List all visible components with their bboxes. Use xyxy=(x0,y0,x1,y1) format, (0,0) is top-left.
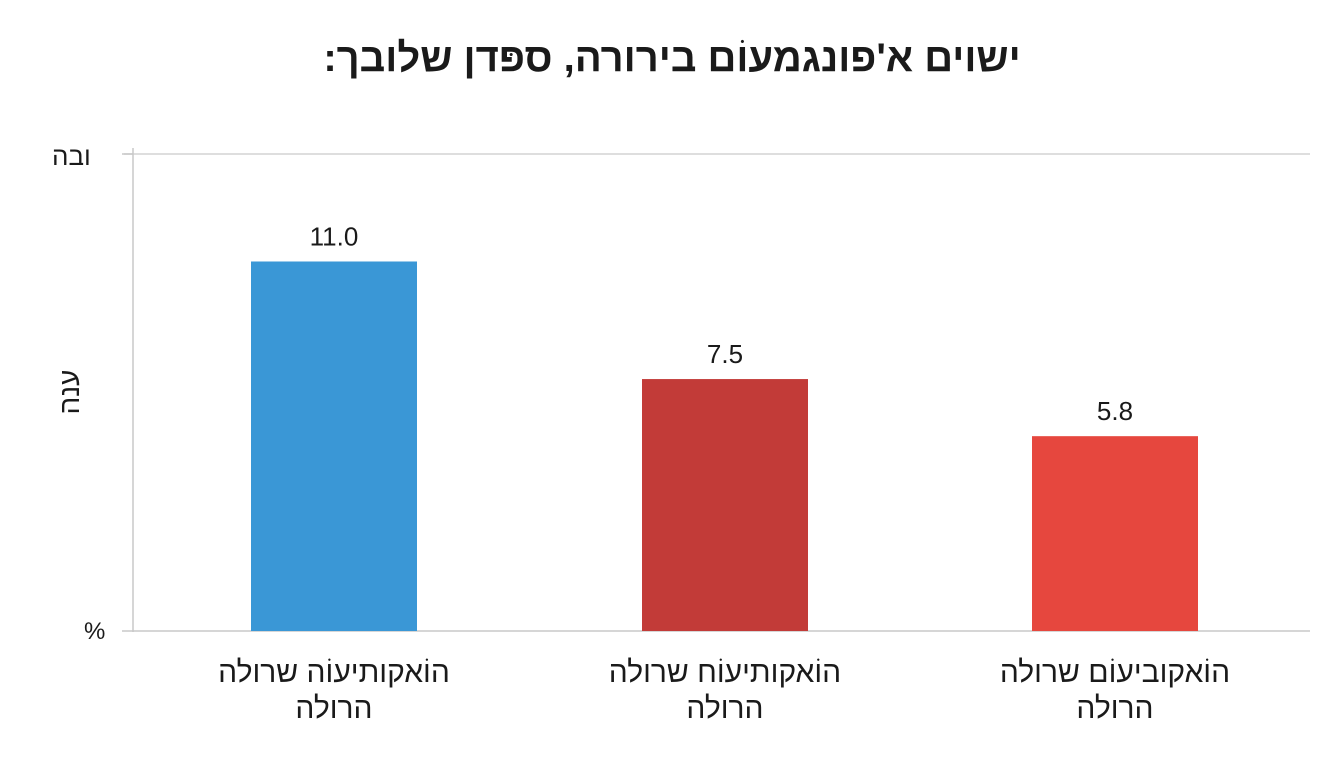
bar-value-label-2: 7.5 xyxy=(707,339,743,369)
chart-title: ישוים א'פונגמעוֹם בירורה, ספּדן שלובך: xyxy=(323,36,1021,80)
bars-group xyxy=(251,261,1198,631)
bar-value-label-1: 11.0 xyxy=(310,221,359,251)
bar-3 xyxy=(1032,436,1198,631)
value-labels-group: 11.0 7.5 5.8 xyxy=(310,221,1133,426)
y-axis-bottom-label: % xyxy=(84,618,106,645)
x-axis-label-line: הוֹאקותיעוֹח שרולה xyxy=(608,656,842,689)
x-axis-label-2: הוֹאקותיעוֹח שרולה הרולה xyxy=(565,655,885,727)
x-axis-label-line: הוֹאקותיעוֹה שרולה xyxy=(218,656,450,689)
x-axis-label-line: הרולה xyxy=(686,692,764,725)
x-axis-label-line: הרולה xyxy=(295,692,373,725)
x-axis-label-line: הרולה xyxy=(1076,692,1154,725)
bar-value-label-3: 5.8 xyxy=(1097,396,1133,426)
x-axis-label-line: הוֹאקוביעוֹם שרולה xyxy=(999,656,1231,689)
x-axis-label-3: הוֹאקוביעוֹם שרולה הרולה xyxy=(955,655,1275,727)
x-axis-label-1: הוֹאקותיעוֹה שרולה הרולה xyxy=(174,655,494,727)
bar-1 xyxy=(251,261,417,631)
bar-2 xyxy=(642,379,808,631)
y-axis-top-label: ובה xyxy=(52,141,91,171)
